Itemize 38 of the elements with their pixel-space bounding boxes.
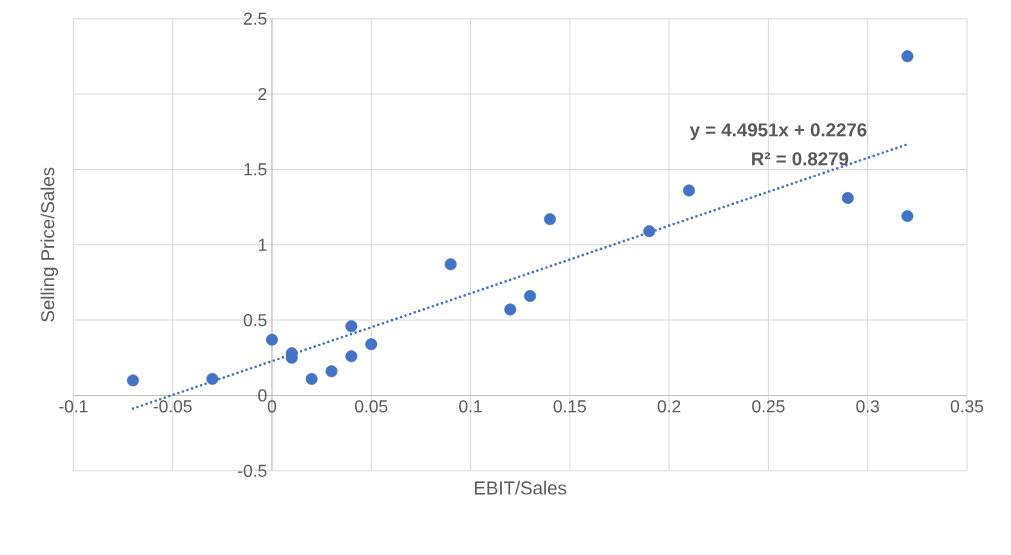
point <box>543 213 556 226</box>
x-tick-label: 0.05 <box>355 400 388 413</box>
point <box>345 320 358 333</box>
point <box>365 338 378 351</box>
x-tick-label: 0.35 <box>950 400 984 413</box>
x-tick-label: 0.1 <box>459 400 482 413</box>
point <box>901 210 914 223</box>
y-axis-title: Selling Price/Sales <box>40 167 58 322</box>
y-tick-label: 2 <box>258 88 267 101</box>
point <box>444 258 457 271</box>
x-tick-label: 0.25 <box>752 400 785 413</box>
point <box>841 192 854 205</box>
point <box>305 372 318 385</box>
point <box>345 350 358 363</box>
point <box>504 303 517 316</box>
point <box>206 372 219 385</box>
y-tick-label: -0.5 <box>238 464 267 478</box>
x-tick-label: 0.2 <box>657 400 681 413</box>
y-tick-label: 0 <box>258 389 267 402</box>
x-tick-label: -0.1 <box>59 400 88 413</box>
y-tick-label: 1.5 <box>244 163 267 176</box>
point <box>682 184 695 197</box>
point <box>126 374 139 387</box>
x-tick-label: 0.3 <box>856 400 879 413</box>
point <box>265 333 278 346</box>
point <box>524 290 537 303</box>
point <box>901 50 914 63</box>
annotation: y = 4.4951x + 0.2276 <box>689 123 867 141</box>
point <box>643 225 656 238</box>
y-tick-label: 1 <box>258 238 267 251</box>
x-axis-title: EBIT/Sales <box>475 480 567 495</box>
x-tick-label: -0.05 <box>153 400 192 413</box>
x-tick-label: 0 <box>267 400 277 413</box>
y-tick-label: 2.5 <box>244 12 267 25</box>
annotation: R² = 0.8279 <box>752 152 849 166</box>
y-tick-label: 0.5 <box>243 314 267 327</box>
x-tick-label: 0.15 <box>553 400 586 413</box>
point <box>325 365 338 378</box>
